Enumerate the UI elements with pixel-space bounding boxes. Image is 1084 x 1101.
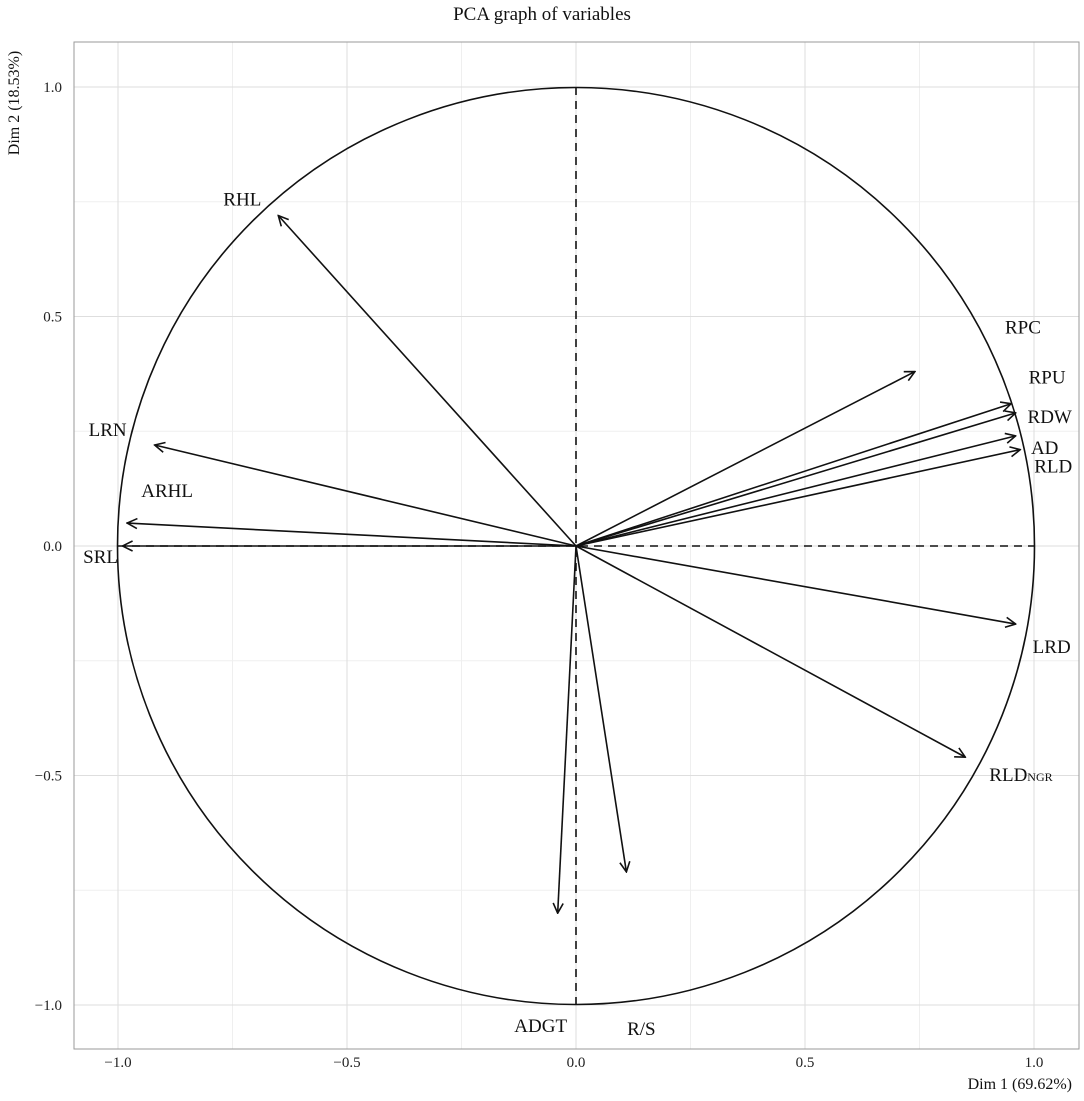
y-axis-title: Dim 2 (18.53%) xyxy=(6,51,23,155)
x-tick-label: 0.5 xyxy=(796,1055,815,1071)
label-ad: AD xyxy=(1031,438,1058,459)
label-subscript: NGR xyxy=(1027,770,1052,784)
label-rld: RLD xyxy=(1034,457,1072,478)
y-tick-label: 0.0 xyxy=(43,539,62,555)
tick-labels: −1.0 −0.5 0.0 0.5 1.0 −1.0 −0.5 0.0 0.5 1.0 xyxy=(35,80,1044,1071)
label-rld-ngr: RLDNGR xyxy=(989,765,1052,786)
label-adgt: ADGT xyxy=(514,1016,567,1037)
label-rhl: RHL xyxy=(223,190,261,211)
arrow-rld xyxy=(575,450,1020,547)
label-rpu: RPU xyxy=(1029,368,1066,389)
arrow-rhl xyxy=(278,216,577,547)
plot-frame xyxy=(73,41,1080,1050)
arrow-r-s xyxy=(575,545,626,872)
x-tick-label: 0.0 xyxy=(567,1055,586,1071)
label-lrd: LRD xyxy=(1033,637,1071,658)
arrow-ad xyxy=(575,436,1016,547)
y-tick-label: −1.0 xyxy=(35,998,62,1014)
arrow-lrd xyxy=(575,545,1016,624)
y-tick-label: −0.5 xyxy=(35,769,62,785)
x-tick-label: −1.0 xyxy=(104,1055,131,1071)
label-arhl: ARHL xyxy=(141,481,193,502)
arrow-adgt xyxy=(558,545,577,913)
variable-arrows xyxy=(123,216,1021,914)
arrow-rld-ngr xyxy=(575,545,965,757)
x-tick-label: 1.0 xyxy=(1025,1055,1044,1071)
chart-title: PCA graph of variables xyxy=(453,4,631,25)
origin-axes xyxy=(118,87,1034,1005)
x-axis-title: Dim 1 (69.62%) xyxy=(968,1076,1072,1093)
label-lrn: LRN xyxy=(89,420,127,441)
label-rpc: RPC xyxy=(1005,318,1041,339)
arrow-rpu xyxy=(575,404,1011,547)
arrow-rdw xyxy=(575,413,1016,547)
x-tick-label: −0.5 xyxy=(333,1055,360,1071)
label-r-s: R/S xyxy=(627,1019,656,1040)
arrow-arhl xyxy=(127,523,577,547)
label-srl: SRL xyxy=(83,547,118,568)
arrow-lrn xyxy=(155,445,577,547)
y-tick-label: 1.0 xyxy=(43,80,62,96)
y-tick-label: 0.5 xyxy=(43,310,62,326)
arrow-rpc xyxy=(575,372,915,547)
correlation-circle xyxy=(116,86,1036,1006)
label-rdw: RDW xyxy=(1028,407,1072,428)
